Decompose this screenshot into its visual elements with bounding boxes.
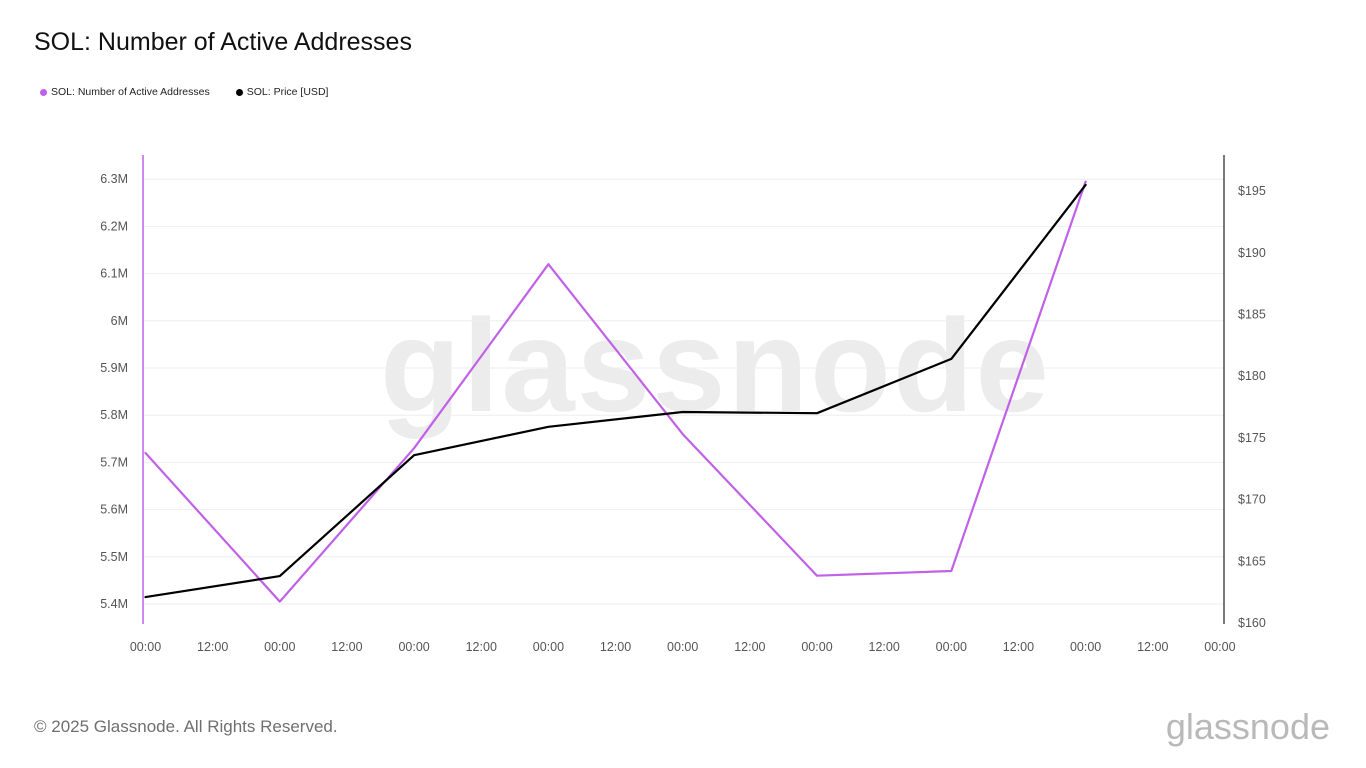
x-tick-label: 12:00 <box>869 640 900 654</box>
x-tick-label: 00:00 <box>801 640 832 654</box>
x-tick-label: 12:00 <box>197 640 228 654</box>
right-tick-label: $170 <box>1238 493 1266 507</box>
x-tick-label: 00:00 <box>936 640 967 654</box>
legend-item-price[interactable]: SOL: Price [USD] <box>235 86 329 98</box>
series-line-1 <box>144 183 1087 599</box>
right-tick-label: $175 <box>1238 431 1266 445</box>
x-tick-label: 00:00 <box>264 640 295 654</box>
x-tick-label: 00:00 <box>533 640 564 654</box>
x-tick-label: 00:00 <box>1204 640 1235 654</box>
x-tick-label: 12:00 <box>1003 640 1034 654</box>
legend-dot-price <box>235 88 243 96</box>
x-tick-label: 00:00 <box>667 640 698 654</box>
x-tick-label: 00:00 <box>130 640 161 654</box>
x-tick-label: 00:00 <box>398 640 429 654</box>
x-tick-label: 12:00 <box>1137 640 1168 654</box>
x-tick-label: 12:00 <box>466 640 497 654</box>
legend-label-active-addresses: SOL: Number of Active Addresses <box>51 86 210 98</box>
series-line-0 <box>144 180 1087 603</box>
right-tick-label: $185 <box>1238 308 1266 322</box>
legend-dot-active-addresses <box>40 88 47 96</box>
left-tick-label: 6M <box>111 314 128 328</box>
left-tick-label: 5.5M <box>100 550 128 564</box>
chart-title: SOL: Number of Active Addresses <box>34 28 412 56</box>
x-tick-label: 12:00 <box>734 640 765 654</box>
left-tick-label: 6.1M <box>100 267 128 281</box>
right-tick-label: $190 <box>1238 246 1266 260</box>
x-tick-label: 12:00 <box>600 640 631 654</box>
right-tick-label: $165 <box>1238 554 1266 568</box>
left-tick-label: 5.8M <box>100 408 128 422</box>
x-tick-label: 00:00 <box>1070 640 1101 654</box>
right-tick-label: $195 <box>1238 184 1266 198</box>
left-tick-label: 5.7M <box>100 455 128 469</box>
footer-logo[interactable]: glassnode <box>1165 706 1330 747</box>
right-tick-label: $160 <box>1238 616 1266 630</box>
right-tick-label: $180 <box>1238 369 1266 383</box>
left-tick-label: 6.2M <box>100 219 128 233</box>
left-tick-label: 5.9M <box>100 361 128 375</box>
left-tick-label: 5.4M <box>100 597 128 611</box>
left-tick-label: 5.6M <box>100 503 128 517</box>
legend: SOL: Number of Active Addresses SOL: Pri… <box>40 86 328 98</box>
left-tick-label: 6.3M <box>100 172 128 186</box>
legend-item-active-addresses[interactable]: SOL: Number of Active Addresses <box>40 86 210 98</box>
x-tick-label: 12:00 <box>331 640 362 654</box>
footer-copyright: © 2025 Glassnode. All Rights Reserved. <box>34 717 338 736</box>
legend-label-price: SOL: Price [USD] <box>246 86 329 98</box>
